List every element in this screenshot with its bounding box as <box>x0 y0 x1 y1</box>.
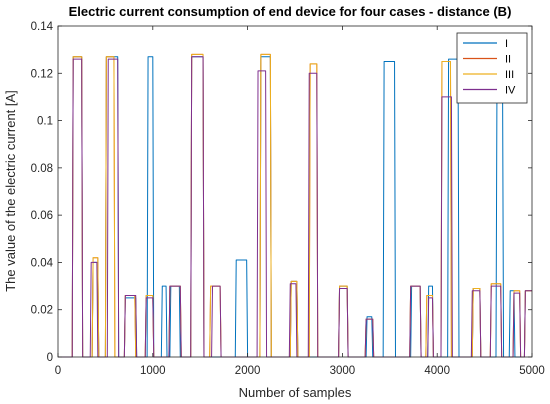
y-tick-label: 0.1 <box>37 116 53 128</box>
x-tick-label: 5000 <box>519 365 545 377</box>
y-tick-label: 0.04 <box>31 257 54 269</box>
chart-title: Electric current consumption of end devi… <box>69 4 512 19</box>
x-axis-label: Number of samples <box>239 385 352 400</box>
y-tick-label: 0.12 <box>31 68 53 80</box>
y-tick-label: 0.02 <box>31 305 53 317</box>
y-tick-label: 0.14 <box>31 21 54 33</box>
legend-entry: III <box>505 69 514 81</box>
legend-entry: I <box>505 38 508 50</box>
x-tick-label: 2000 <box>235 365 261 377</box>
legend-box <box>456 32 528 104</box>
y-tick-label: 0.08 <box>31 163 53 175</box>
x-tick-label: 4000 <box>424 365 450 377</box>
x-tick-label: 0 <box>55 365 61 377</box>
plot-frame <box>57 25 533 358</box>
legend-entry: IV <box>505 85 516 97</box>
y-tick-label: 0.06 <box>31 210 53 222</box>
x-tick-label: 3000 <box>330 365 356 377</box>
x-axis: 0 1000 2000 3000 4000 5000 <box>55 26 545 377</box>
y-tick-label: 0 <box>47 352 53 364</box>
y-axis-label: The value of the electric current [A] <box>3 90 18 292</box>
y-axis: 0 0.02 0.04 0.06 0.08 0.1 0.12 0.14 <box>31 21 532 364</box>
legend-entry: II <box>505 54 511 66</box>
plot-area <box>58 26 532 357</box>
x-tick-label: 1000 <box>140 365 166 377</box>
